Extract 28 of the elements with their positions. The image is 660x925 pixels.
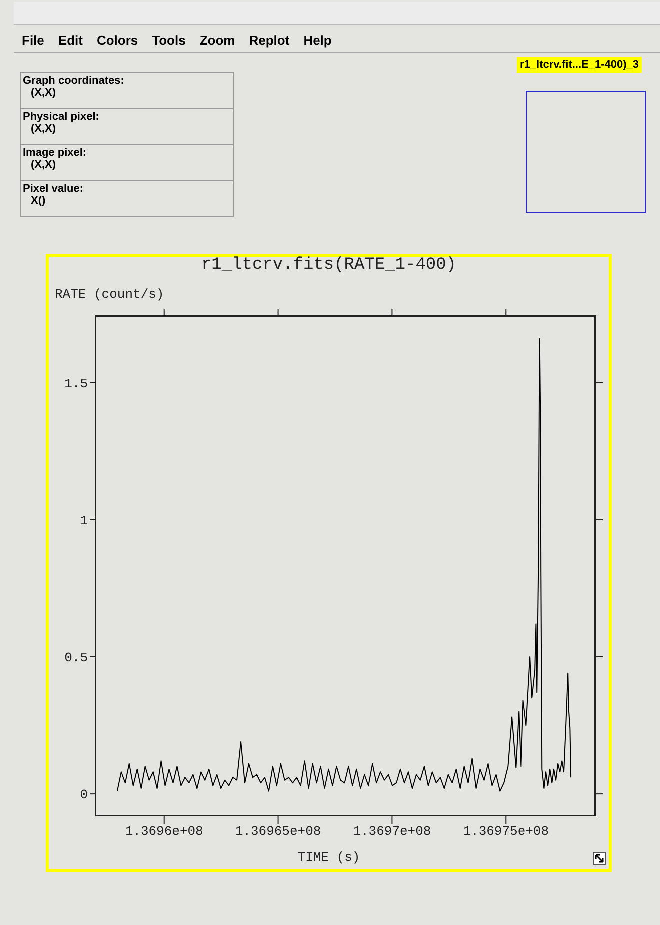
text: Zoom — [200, 32, 236, 48]
text: Pixel value: — [23, 183, 85, 195]
text: Replot — [249, 32, 290, 48]
x-tick-label: 1.3697e+08 — [353, 824, 432, 840]
x-axis-title: TIME (s) — [296, 850, 362, 865]
text: Image pixel: — [23, 147, 88, 159]
text: Help — [304, 32, 332, 48]
text: File — [22, 32, 44, 48]
text: Colors — [96, 32, 138, 48]
text: (X,X) — [30, 87, 58, 99]
text: r1_ltcrv.fit...E_1-400)_3 — [517, 57, 642, 73]
x-tick-label: 1.36975e+08 — [463, 824, 550, 840]
x-tick-label: 1.36965e+08 — [235, 824, 322, 840]
y-tick-label: 1.5 — [64, 376, 88, 392]
x-tick-label: 1.3696e+08 — [125, 824, 204, 840]
text: (X,X) — [30, 159, 58, 171]
text: X() — [30, 195, 47, 207]
text: Physical pixel: — [23, 111, 100, 123]
y-tick-label: 0 — [80, 788, 88, 803]
y-axis-title: RATE (count/s) — [55, 287, 164, 302]
text: Edit — [58, 32, 83, 48]
line-series — [116, 338, 572, 792]
y-tick-label: 0.5 — [64, 650, 88, 666]
text: (X,X) — [30, 123, 58, 135]
y-tick-label: 1 — [80, 514, 88, 529]
chart-title: r1_ltcrv.fits(RATE_1-400) — [200, 256, 458, 275]
text: Graph coordinates: — [23, 75, 126, 87]
text: Tools — [152, 32, 186, 48]
